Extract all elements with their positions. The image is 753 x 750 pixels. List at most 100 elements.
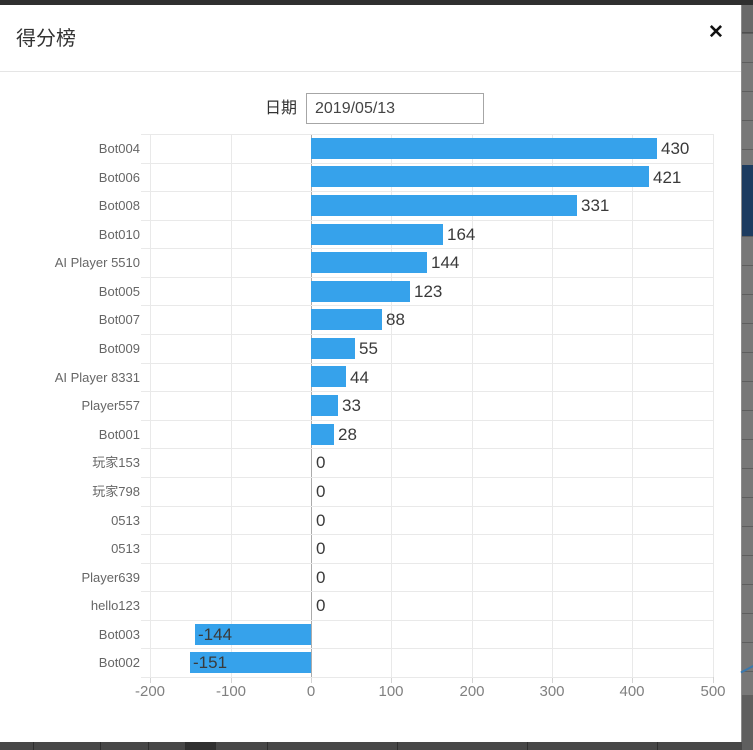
chart-grid-vline — [472, 134, 473, 677]
date-input[interactable] — [306, 93, 484, 124]
value-label: 0 — [316, 482, 326, 501]
category-label: 0513 — [111, 541, 140, 556]
chart-grid-hline — [141, 277, 713, 278]
x-tick-mark — [713, 677, 714, 683]
category-label: Bot002 — [98, 655, 140, 670]
x-tick-mark — [472, 677, 473, 683]
value-label: 421 — [653, 168, 682, 187]
background-row — [742, 5, 753, 33]
x-tick-label: -200 — [134, 683, 166, 700]
background-navy-block — [742, 165, 753, 236]
chart-grid-hline — [141, 448, 713, 449]
chart-grid-hline — [141, 648, 713, 649]
chart-grid-hline — [141, 677, 713, 678]
chart-grid-vline — [632, 134, 633, 677]
value-label: 28 — [338, 425, 357, 444]
background-page-bottom-edge — [0, 742, 742, 750]
x-tick-label: 0 — [306, 683, 316, 700]
category-label: hello123 — [90, 598, 140, 613]
chart-grid-vline — [150, 134, 151, 677]
score-bar — [311, 252, 427, 273]
background-cell-separator — [148, 742, 149, 750]
value-label: 123 — [414, 282, 443, 301]
x-tick-mark — [552, 677, 553, 683]
chart-grid-hline — [141, 305, 713, 306]
x-tick-mark — [391, 677, 392, 683]
x-tick-label: 300 — [539, 683, 565, 700]
background-cell-separator — [185, 742, 186, 750]
chart-grid-hline — [141, 191, 713, 192]
category-label: 玩家153 — [92, 455, 140, 470]
chart-grid-hline — [141, 620, 713, 621]
score-bar — [311, 138, 657, 159]
score-bar — [311, 424, 334, 445]
value-label: 55 — [359, 339, 378, 358]
value-label: -144 — [198, 625, 233, 644]
chart-grid-hline — [141, 506, 713, 507]
x-tick-mark — [231, 677, 232, 683]
close-icon[interactable]: ✕ — [700, 17, 732, 49]
value-label: 0 — [316, 596, 326, 615]
x-tick-label: 400 — [619, 683, 645, 700]
score-bar — [311, 195, 577, 216]
category-label: AI Player 8331 — [54, 370, 140, 385]
category-label: Bot003 — [98, 627, 140, 642]
value-label: 0 — [316, 568, 326, 587]
chart-grid-vline — [231, 134, 232, 677]
category-label: Bot008 — [98, 198, 140, 213]
background-page-top-edge — [0, 0, 753, 5]
category-label: Player557 — [81, 398, 140, 413]
chart-grid-hline — [141, 248, 713, 249]
chart-grid-hline — [141, 220, 713, 221]
chart-grid-hline — [141, 163, 713, 164]
chart-grid-vline — [552, 134, 553, 677]
chart-grid-hline — [141, 477, 713, 478]
modal-title: 得分榜 — [16, 28, 76, 50]
date-label: 日期 — [264, 100, 297, 117]
chart-grid-vline — [713, 134, 714, 677]
category-label: Bot005 — [98, 284, 140, 299]
value-label: 331 — [581, 196, 610, 215]
x-tick-label: -100 — [215, 683, 247, 700]
x-tick-mark — [150, 677, 151, 683]
x-tick-mark — [311, 677, 312, 683]
score-bar — [311, 338, 355, 359]
value-label: 164 — [447, 225, 476, 244]
score-bar — [311, 309, 382, 330]
chart-grid-vline — [391, 134, 392, 677]
background-row — [742, 695, 753, 750]
background-cell-separator — [33, 742, 34, 750]
value-label: 44 — [350, 368, 369, 387]
background-chart-line — [740, 664, 753, 674]
x-tick-label: 200 — [459, 683, 485, 700]
category-label: Bot009 — [98, 341, 140, 356]
score-bar-chart: -200 -100 0 100 200 300 400 500 Bot004 430 Bot006 4… — [54, 134, 726, 700]
chart-grid-hline — [141, 363, 713, 364]
category-label: Bot004 — [98, 141, 140, 156]
value-label: 88 — [386, 310, 405, 329]
category-label: Bot010 — [98, 227, 140, 242]
background-cell-separator — [527, 742, 528, 750]
value-label: 0 — [316, 539, 326, 558]
background-page-right-edge — [740, 5, 753, 750]
chart-grid-hline — [141, 134, 713, 135]
value-label: -151 — [193, 653, 228, 672]
background-cell-separator — [657, 742, 658, 750]
background-cell-separator — [100, 742, 101, 750]
value-label: 33 — [342, 396, 361, 415]
score-bar — [311, 224, 443, 245]
category-label: Bot006 — [98, 170, 140, 185]
x-tick-label: 100 — [378, 683, 404, 700]
modal-header: 得分榜 ✕ — [0, 5, 741, 72]
score-bar — [311, 366, 346, 387]
background-cell-separator — [267, 742, 268, 750]
category-label: Bot007 — [98, 312, 140, 327]
value-label: 144 — [431, 253, 460, 272]
category-label: Player639 — [81, 570, 140, 585]
score-bar — [311, 166, 649, 187]
value-label: 0 — [316, 453, 326, 472]
value-label: 430 — [661, 139, 690, 158]
x-tick-label: 500 — [700, 683, 726, 700]
chart-grid-hline — [141, 420, 713, 421]
